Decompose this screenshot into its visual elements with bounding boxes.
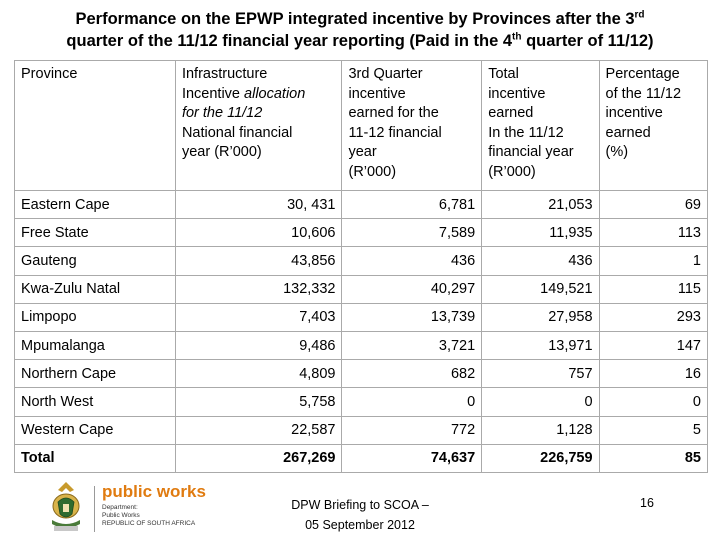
cell-province: Northern Cape bbox=[14, 359, 176, 389]
page-number: 16 bbox=[640, 496, 654, 510]
header-province: Province bbox=[14, 60, 176, 191]
cell-percentage: 0 bbox=[598, 387, 709, 417]
title-line-1: Performance on the EPWP integrated incen… bbox=[75, 9, 645, 28]
table-row: Free State 10,606 7,589 11,935 113 bbox=[14, 218, 709, 248]
cell-q3-earned: 436 bbox=[341, 246, 483, 276]
header-total-earned: Total incentive earned In the 11/12 fina… bbox=[481, 60, 600, 191]
header-q3-earned: 3rd Quarter incentive earned for the 11-… bbox=[341, 60, 483, 191]
cell-total-earned: 149,521 bbox=[481, 274, 600, 304]
cell-percentage: 5 bbox=[598, 415, 709, 445]
cell-allocation: 22,587 bbox=[174, 415, 343, 445]
cell-allocation: 9,486 bbox=[174, 330, 343, 361]
cell-q3-earned: 13,739 bbox=[341, 302, 483, 332]
total-label: Total bbox=[14, 443, 176, 473]
public-works-logo: public works Department: Public Works RE… bbox=[44, 480, 214, 538]
header-allocation: Infrastructure Incentive allocation for … bbox=[174, 60, 343, 191]
cell-province: North West bbox=[14, 387, 176, 417]
table-row: North West 5,758 0 0 0 bbox=[14, 387, 709, 417]
table-row: Northern Cape 4,809 682 757 16 bbox=[14, 359, 709, 389]
table-total-row: Total 267,269 74,637 226,759 85 bbox=[14, 443, 709, 473]
incentive-table: Province Infrastructure Incentive alloca… bbox=[14, 60, 709, 473]
total-allocation: 267,269 bbox=[174, 443, 343, 473]
cell-allocation: 10,606 bbox=[174, 218, 343, 248]
cell-percentage: 1 bbox=[598, 246, 709, 276]
cell-q3-earned: 772 bbox=[341, 415, 483, 445]
total-pct: 85 bbox=[598, 443, 709, 473]
cell-total-earned: 13,971 bbox=[481, 330, 600, 361]
cell-total-earned: 1,128 bbox=[481, 415, 600, 445]
cell-total-earned: 436 bbox=[481, 246, 600, 276]
cell-percentage: 113 bbox=[598, 218, 709, 248]
cell-province: Eastern Cape bbox=[14, 189, 176, 220]
cell-province: Mpumalanga bbox=[14, 330, 176, 361]
table-row: Western Cape 22,587 772 1,128 5 bbox=[14, 415, 709, 445]
footer-caption: DPW Briefing to SCOA – 05 September 2012 bbox=[291, 498, 429, 532]
cell-percentage: 115 bbox=[598, 274, 709, 304]
cell-percentage: 69 bbox=[598, 189, 709, 220]
cell-total-earned: 27,958 bbox=[481, 302, 600, 332]
cell-percentage: 147 bbox=[598, 330, 709, 361]
cell-province: Free State bbox=[14, 218, 176, 248]
cell-total-earned: 0 bbox=[481, 387, 600, 417]
cell-q3-earned: 0 bbox=[341, 387, 483, 417]
cell-total-earned: 11,935 bbox=[481, 218, 600, 248]
cell-total-earned: 21,053 bbox=[481, 189, 600, 220]
cell-province: Kwa-Zulu Natal bbox=[14, 274, 176, 304]
total-earned: 226,759 bbox=[481, 443, 600, 473]
table-row: Eastern Cape 30, 431 6,781 21,053 69 bbox=[14, 189, 709, 220]
table-header-row: Province Infrastructure Incentive alloca… bbox=[14, 60, 709, 191]
logo-divider bbox=[94, 486, 95, 532]
cell-percentage: 16 bbox=[598, 359, 709, 389]
cell-q3-earned: 7,589 bbox=[341, 218, 483, 248]
total-q3: 74,637 bbox=[341, 443, 483, 473]
cell-allocation: 30, 431 bbox=[174, 189, 343, 220]
title-line-2: quarter of the 11/12 financial year repo… bbox=[66, 31, 654, 50]
cell-percentage: 293 bbox=[598, 302, 709, 332]
cell-province: Gauteng bbox=[14, 246, 176, 276]
cell-allocation: 132,332 bbox=[174, 274, 343, 304]
table-row: Limpopo 7,403 13,739 27,958 293 bbox=[14, 302, 709, 332]
table-row: Kwa-Zulu Natal 132,332 40,297 149,521 115 bbox=[14, 274, 709, 304]
logo-title: public works bbox=[102, 482, 206, 501]
cell-province: Western Cape bbox=[14, 415, 176, 445]
cell-allocation: 7,403 bbox=[174, 302, 343, 332]
table-row: Mpumalanga 9,486 3,721 13,971 147 bbox=[14, 330, 709, 361]
logo-subtitle: Department: Public Works REPUBLIC OF SOU… bbox=[102, 504, 196, 527]
cell-total-earned: 757 bbox=[481, 359, 600, 389]
cell-province: Limpopo bbox=[14, 302, 176, 332]
slide-title: Performance on the EPWP integrated incen… bbox=[0, 8, 720, 52]
cell-allocation: 43,856 bbox=[174, 246, 343, 276]
cell-allocation: 4,809 bbox=[174, 359, 343, 389]
cell-q3-earned: 6,781 bbox=[341, 189, 483, 220]
cell-q3-earned: 3,721 bbox=[341, 330, 483, 361]
table-row: Gauteng 43,856 436 436 1 bbox=[14, 246, 709, 276]
coat-of-arms-icon bbox=[52, 482, 80, 531]
cell-q3-earned: 682 bbox=[341, 359, 483, 389]
header-percentage: Percentage of the 11/12 incentive earned… bbox=[598, 60, 709, 191]
cell-q3-earned: 40,297 bbox=[341, 274, 483, 304]
cell-allocation: 5,758 bbox=[174, 387, 343, 417]
